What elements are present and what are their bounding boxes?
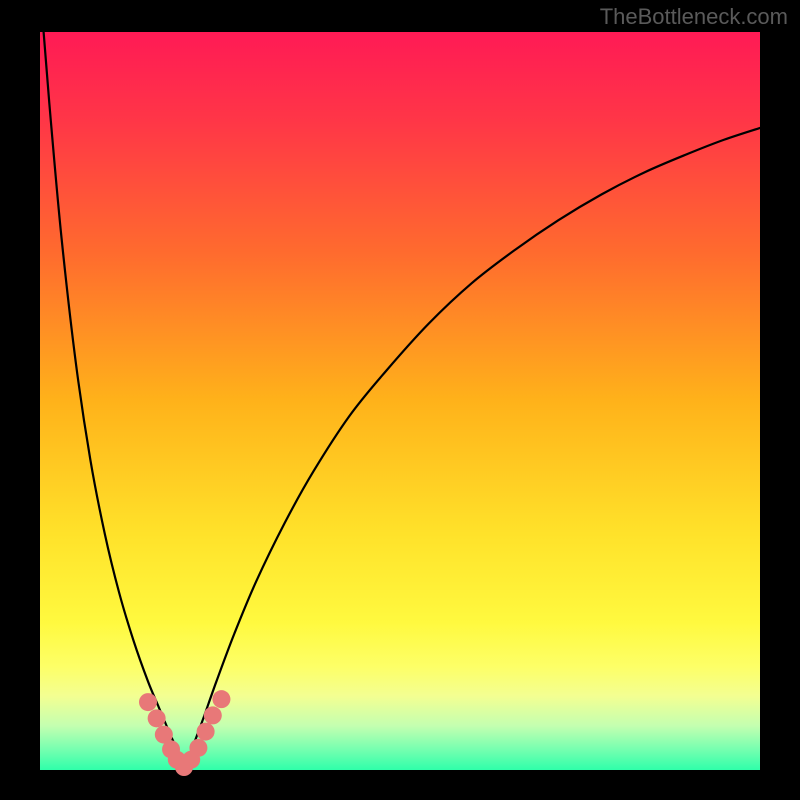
marker-dot	[204, 706, 222, 724]
plot-background	[40, 32, 760, 770]
bottleneck-curve-plot	[0, 0, 800, 800]
marker-dot	[197, 723, 215, 741]
marker-dot	[189, 739, 207, 757]
marker-dot	[148, 709, 166, 727]
marker-dot	[212, 690, 230, 708]
watermark-text: TheBottleneck.com	[600, 4, 788, 30]
marker-dot	[139, 693, 157, 711]
chart-container: { "watermark": "TheBottleneck.com", "cha…	[0, 0, 800, 800]
